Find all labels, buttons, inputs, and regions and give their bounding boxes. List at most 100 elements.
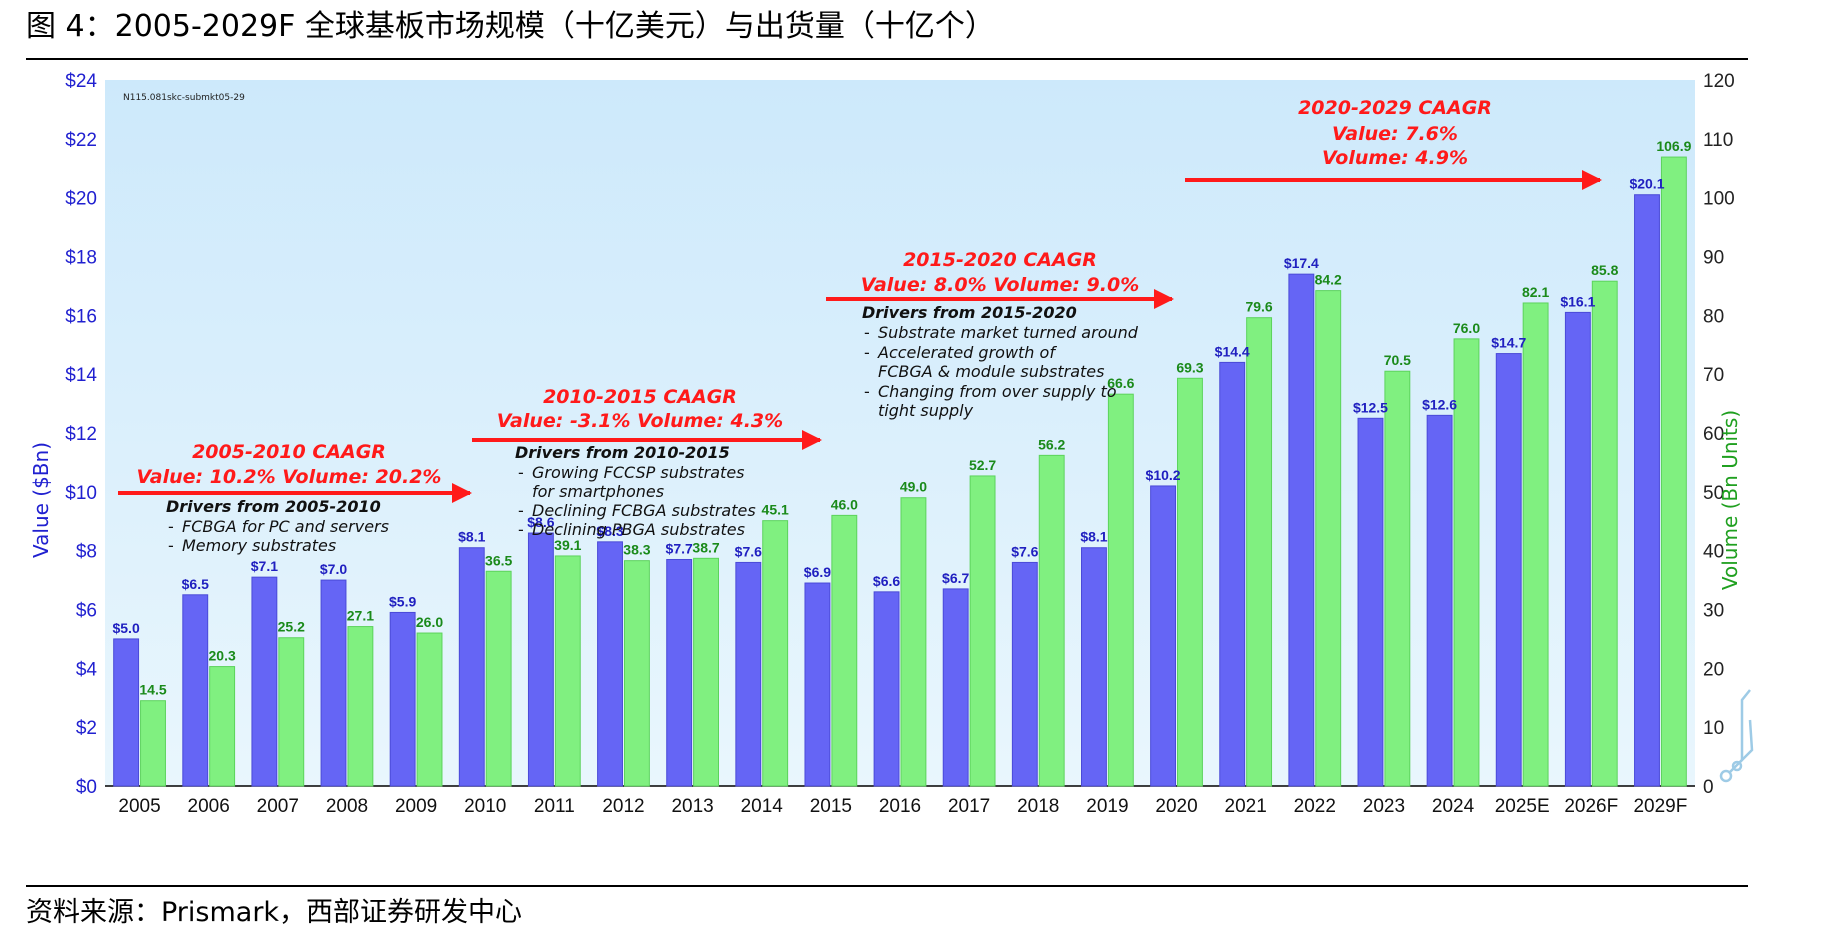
volume-bar: [416, 632, 443, 787]
value-bar: [804, 582, 831, 787]
top-divider: [26, 58, 1748, 60]
y2-tick-label: 20: [1703, 659, 1724, 680]
volume-bar: [485, 570, 512, 787]
value-bar: [735, 561, 762, 787]
y2-tick-label: 50: [1703, 483, 1724, 504]
value-bar: [1495, 353, 1522, 787]
value-data-label: $17.4: [1284, 255, 1319, 271]
y2-tick-label: 80: [1703, 306, 1724, 327]
drivers-title: Drivers from 2005-2010: [166, 497, 381, 516]
y-tick-label: $14: [65, 365, 97, 386]
bullet-dash: -: [864, 343, 870, 362]
value-bar: [1219, 361, 1246, 787]
driver-item: Substrate market turned around: [878, 323, 1139, 342]
volume-bar: [1038, 454, 1065, 787]
x-tick-label: 2017: [948, 796, 990, 817]
volume-data-label: 66.6: [1107, 375, 1134, 391]
value-data-label: $8.1: [458, 529, 485, 545]
volume-bar: [1660, 156, 1687, 787]
x-tick-label: 2005: [118, 796, 160, 817]
volume-data-label: 69.3: [1176, 359, 1203, 375]
volume-bar: [554, 555, 581, 787]
value-bar: [1081, 547, 1107, 787]
driver-item: Declining PBGA substrates: [532, 520, 745, 539]
right-axis-title: Volume (Bn Units): [1718, 410, 1742, 590]
caagr-values: Value: -3.1% Volume: 4.3%: [497, 410, 783, 432]
volume-data-label: 52.7: [969, 457, 996, 473]
x-tick-label: 2010: [464, 796, 506, 817]
volume-data-label: 26.0: [416, 614, 443, 630]
bottom-divider: [26, 885, 1748, 887]
volume-bar: [347, 626, 374, 787]
volume-data-label: 20.3: [209, 648, 236, 664]
volume-bar: [1177, 377, 1203, 787]
volume-bar: [900, 497, 927, 787]
volume-data-label: 49.0: [900, 479, 927, 495]
bullet-dash: -: [168, 536, 174, 555]
volume-data-label: 39.1: [554, 537, 581, 553]
value-data-label: $8.3: [596, 523, 623, 539]
x-tick-label: 2012: [602, 796, 644, 817]
y-tick-label: $24: [65, 71, 97, 92]
driver-item: FCBGA & module substrates: [878, 362, 1104, 381]
x-tick-label: 2019: [1086, 796, 1128, 817]
volume-bar: [1315, 290, 1342, 787]
volume-data-label: 106.9: [1656, 138, 1691, 154]
x-tick-label: 2015: [810, 796, 852, 817]
circuit-decoration: [1719, 689, 1754, 783]
value-bar: [527, 532, 554, 787]
y-tick-label: $2: [76, 718, 97, 739]
value-data-label: $6.9: [804, 564, 831, 580]
volume-data-label: 79.6: [1245, 299, 1272, 315]
volume-bar: [1246, 317, 1273, 787]
volume-data-label: 27.1: [347, 608, 374, 624]
x-tick-label: 2007: [257, 796, 299, 817]
caagr-title: 2015-2020 CAAGR: [903, 249, 1097, 271]
annotation-2020-2029: 2020-2029 CAAGR Value: 7.6% Volume: 4.9%: [1185, 97, 1602, 190]
value-bar: [1426, 414, 1453, 787]
left-axis-title: Value ($Bn): [29, 442, 53, 558]
volume-bar: [140, 700, 166, 787]
y2-tick-label: 90: [1703, 248, 1724, 269]
caagr-title: 2020-2029 CAAGR: [1298, 97, 1492, 119]
caagr-volume: Volume: 4.9%: [1322, 147, 1468, 169]
x-tick-label: 2006: [188, 796, 230, 817]
volume-bar: [1453, 338, 1480, 787]
volume-data-label: 85.8: [1591, 262, 1618, 278]
driver-item: tight supply: [878, 401, 974, 420]
y2-tick-label: 70: [1703, 365, 1724, 386]
driver-item: Declining FCBGA substrates: [532, 501, 756, 520]
volume-data-label: 76.0: [1453, 320, 1480, 336]
volume-bar: [209, 666, 236, 787]
x-tick-label: 2022: [1294, 796, 1336, 817]
volume-bar: [623, 560, 650, 787]
value-data-label: $5.9: [389, 593, 416, 609]
value-bar: [1357, 417, 1384, 787]
volume-bar: [762, 520, 789, 787]
volume-data-label: 56.2: [1038, 436, 1065, 452]
bullet-dash: -: [518, 520, 524, 539]
value-bar: [320, 579, 347, 787]
y2-tick-label: 10: [1703, 718, 1724, 739]
x-tick-label: 2026F: [1564, 796, 1618, 817]
volume-data-label: 84.2: [1315, 272, 1342, 288]
value-data-label: $6.5: [182, 576, 209, 592]
x-tick-label: 2018: [1017, 796, 1059, 817]
y-tick-label: $16: [65, 306, 97, 327]
annotation-2015-2020: 2015-2020 CAAGR Value: 8.0% Volume: 9.0%…: [826, 249, 1174, 420]
driver-item: for smartphones: [532, 482, 664, 501]
y-tick-label: $18: [65, 248, 97, 269]
annotation-2010-2015: 2010-2015 CAAGR Value: -3.1% Volume: 4.3…: [472, 386, 822, 539]
source-note: 资料来源：Prismark，西部证券研发中心: [26, 897, 523, 928]
y-tick-label: $0: [76, 777, 97, 798]
value-data-label: $6.7: [942, 570, 969, 586]
value-data-label: $7.1: [251, 558, 278, 574]
value-data-label: $20.1: [1629, 176, 1664, 192]
volume-data-label: 14.5: [139, 682, 166, 698]
driver-item: Accelerated growth of: [877, 343, 1057, 362]
value-bar: [1564, 311, 1591, 787]
value-bar: [113, 638, 140, 787]
y-tick-label: $12: [65, 424, 97, 445]
y2-tick-label: 60: [1703, 424, 1724, 445]
driver-item: Memory substrates: [182, 536, 336, 555]
